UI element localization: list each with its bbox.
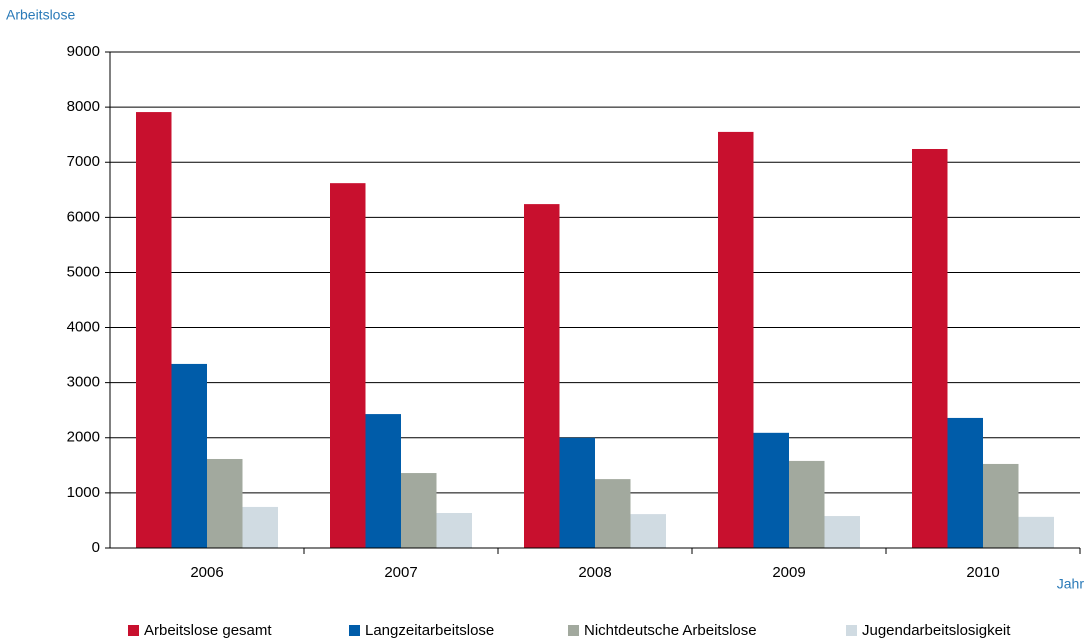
y-tick-label: 2000	[67, 429, 100, 446]
bar	[242, 506, 278, 548]
bar	[912, 148, 948, 549]
bar	[824, 516, 860, 548]
legend-label: Arbeitslose gesamt	[144, 622, 272, 639]
legend-label: Langzeitarbeitslose	[365, 622, 494, 639]
y-tick-label: 1000	[67, 484, 100, 501]
x-axis-title: Jahr	[1057, 576, 1085, 592]
legend-swatch	[568, 625, 579, 636]
y-axis-title: Arbeitslose	[6, 7, 75, 23]
bar	[630, 514, 666, 548]
bar	[947, 417, 983, 548]
y-tick-label: 4000	[67, 319, 100, 336]
bar	[436, 513, 472, 548]
y-tick-label: 8000	[67, 98, 100, 115]
bar	[789, 460, 825, 548]
x-tick-label: 2010	[966, 564, 999, 581]
bar	[718, 131, 754, 548]
bar	[365, 414, 401, 548]
bar	[136, 112, 172, 549]
legend-label: Nichtdeutsche Arbeitslose	[584, 622, 757, 639]
x-tick-label: 2009	[772, 564, 805, 581]
bar	[983, 463, 1019, 548]
y-tick-label: 0	[92, 539, 100, 556]
x-tick-label: 2006	[190, 564, 223, 581]
x-tick-label: 2008	[578, 564, 611, 581]
y-tick-label: 7000	[67, 153, 100, 170]
y-tick-label: 3000	[67, 374, 100, 391]
x-tick-label: 2007	[384, 564, 417, 581]
legend-swatch	[846, 625, 857, 636]
y-tick-label: 5000	[67, 263, 100, 280]
bar	[524, 204, 560, 548]
legend-label: Jugendarbeitslosigkeit	[862, 622, 1011, 639]
legend-swatch	[128, 625, 139, 636]
bar	[330, 183, 366, 549]
y-tick-label: 6000	[67, 208, 100, 225]
bar	[595, 479, 631, 548]
bar	[1018, 516, 1054, 548]
bar	[207, 458, 243, 548]
bar	[559, 437, 595, 548]
bar	[753, 432, 789, 548]
bar	[401, 473, 437, 548]
y-tick-label: 9000	[67, 43, 100, 60]
bar	[171, 363, 207, 548]
legend-swatch	[349, 625, 360, 636]
